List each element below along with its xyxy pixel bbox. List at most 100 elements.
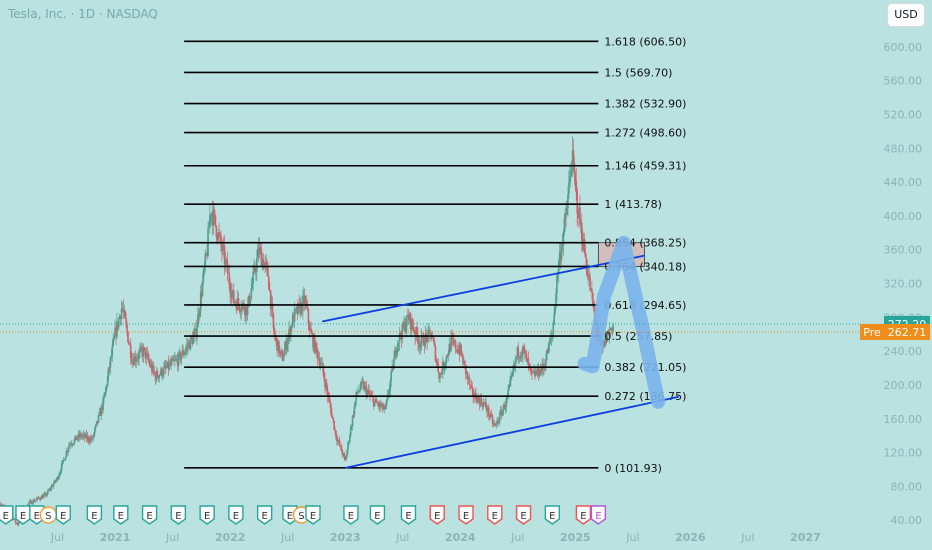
event-glyph: E	[520, 511, 526, 522]
candle-body	[444, 362, 447, 366]
candle-body	[538, 375, 541, 377]
candle-body	[131, 360, 134, 362]
candle-body	[255, 271, 257, 273]
candle-body	[232, 290, 234, 293]
earnings-event-icon[interactable]: E	[199, 505, 215, 525]
earnings-event-icon[interactable]: E	[86, 505, 103, 525]
candle-body	[198, 310, 201, 317]
event-shield	[55, 505, 71, 525]
earnings-event-icon[interactable]: E	[29, 505, 45, 525]
candle-body	[567, 194, 569, 208]
earnings-event-icon[interactable]: E	[590, 505, 607, 525]
candle-body	[537, 366, 540, 377]
candle-body	[431, 336, 434, 338]
projection-path[interactable]	[577, 235, 666, 409]
fib-level-label: 0.618 (294.65)	[604, 299, 686, 312]
candle-body	[140, 347, 142, 350]
earnings-event-icon[interactable]: E	[458, 505, 474, 525]
candle-body	[374, 399, 377, 402]
earnings-event-icon[interactable]: E	[400, 505, 417, 525]
candle-body	[411, 319, 414, 327]
candle-body	[446, 355, 449, 357]
candle-body	[64, 457, 67, 461]
candle-body	[135, 359, 138, 362]
candle-body	[297, 303, 300, 314]
candle-body	[488, 407, 490, 416]
earnings-event-icon[interactable]: E	[575, 505, 592, 525]
candle-body	[474, 393, 476, 398]
candle-body	[35, 499, 37, 501]
earnings-event-icon[interactable]: E	[141, 505, 158, 525]
candle-body	[39, 499, 42, 500]
earnings-event-icon[interactable]: E	[55, 505, 71, 525]
earnings-event-icon[interactable]: E	[343, 505, 359, 525]
candle-body	[466, 372, 469, 379]
earnings-event-icon[interactable]: E	[282, 505, 298, 525]
candle-body	[611, 327, 613, 332]
candle-body	[93, 433, 95, 438]
candle-body	[330, 408, 333, 417]
candle-body	[82, 435, 84, 437]
earnings-event-icon[interactable]: E	[305, 505, 321, 525]
candle-body	[499, 412, 501, 421]
candle-body	[483, 402, 486, 404]
candle-body	[534, 371, 537, 377]
y-tick-label: 120.00	[884, 447, 923, 460]
candle-body	[98, 411, 101, 416]
candle-body	[588, 274, 590, 278]
trend-lines[interactable]	[322, 254, 680, 469]
earnings-event-icon[interactable]: E	[544, 505, 561, 525]
event-glyph: E	[549, 511, 555, 522]
candle-body	[126, 324, 128, 332]
candle-body	[91, 437, 93, 440]
candle-body	[180, 356, 183, 361]
candle-body	[418, 343, 420, 344]
candle-body	[92, 437, 94, 438]
candle-body	[74, 435, 77, 439]
earnings-event-icon[interactable]: E	[515, 505, 532, 525]
candle-body	[84, 433, 87, 438]
earnings-event-icon[interactable]: E	[0, 505, 14, 525]
candle-body	[227, 272, 230, 274]
earnings-event-icon[interactable]: S	[39, 506, 58, 524]
candle-body	[296, 307, 299, 314]
candle-body	[248, 295, 251, 304]
currency-button[interactable]: USD	[888, 4, 924, 26]
candle-body	[286, 343, 289, 350]
candle-body	[178, 352, 181, 354]
earnings-event-icon[interactable]: E	[429, 505, 445, 525]
candle-body	[212, 210, 215, 226]
candle-body	[461, 354, 463, 356]
event-glyph: E	[405, 511, 411, 522]
candle-body	[536, 366, 539, 374]
candle-body	[48, 488, 51, 491]
candle-body	[52, 484, 55, 487]
candle-body	[44, 493, 46, 495]
earnings-event-icon[interactable]: E	[369, 505, 386, 525]
candle-body	[564, 214, 567, 220]
fib-level-label: 0.272 (186.75)	[604, 390, 686, 403]
earnings-event-icon[interactable]: E	[228, 505, 244, 525]
x-tick-label: Jul	[740, 531, 754, 544]
fib-level-label: 1.272 (498.60)	[604, 127, 686, 140]
candle-body	[268, 289, 271, 291]
event-shield	[343, 505, 359, 525]
earnings-event-icon[interactable]: E	[170, 505, 187, 525]
earnings-event-icon[interactable]: E	[256, 505, 273, 525]
y-tick-label: 160.00	[884, 413, 923, 426]
earnings-event-icon[interactable]: E	[15, 505, 31, 525]
candle-body	[282, 356, 285, 361]
event-shield	[487, 505, 503, 525]
event-shield	[29, 505, 45, 525]
fibonacci-levels[interactable]: 1.618 (606.50) 1.5 (569.70) 1.382 (532.90)…	[184, 35, 686, 475]
candle-body	[292, 314, 295, 322]
candle-body	[405, 326, 407, 332]
candle-body	[65, 451, 68, 458]
fib-level-label: 1.146 (459.31)	[604, 160, 686, 173]
event-shield	[0, 505, 14, 525]
earnings-event-icon[interactable]: E	[487, 505, 503, 525]
candle-body	[237, 297, 240, 305]
earnings-event-icon[interactable]: E	[113, 505, 129, 525]
